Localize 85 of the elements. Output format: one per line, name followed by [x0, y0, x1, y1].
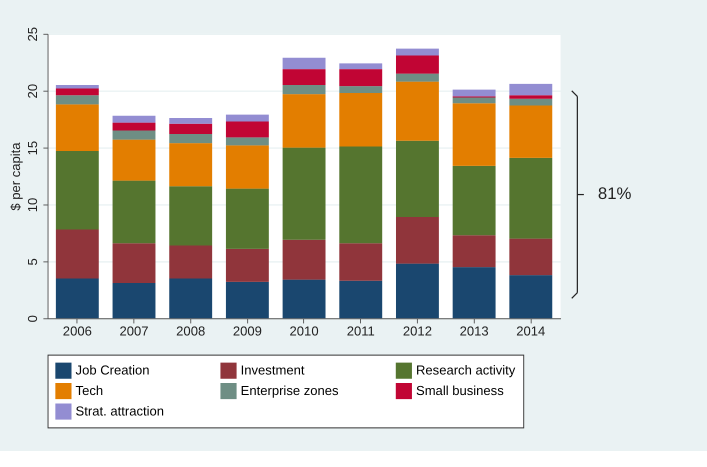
bar: [509, 238, 552, 276]
bar: [226, 145, 269, 189]
bar: [509, 158, 552, 239]
bar: [226, 121, 269, 138]
bar: [396, 140, 439, 218]
bar: [169, 134, 212, 144]
legend-label: Investment: [240, 362, 305, 378]
bar: [226, 282, 269, 318]
bar: [396, 82, 439, 141]
bar: [112, 180, 156, 244]
x-tick-label: 2012: [402, 324, 432, 339]
bar: [282, 94, 326, 148]
x-tick-label: 2006: [62, 324, 92, 339]
bar: [282, 58, 326, 70]
bar: [339, 86, 382, 93]
bar: [56, 278, 99, 318]
x-tick-label: 2007: [119, 324, 149, 339]
bar: [169, 278, 212, 318]
legend-label: Enterprise zones: [240, 382, 340, 398]
bar: [396, 48, 439, 56]
legend-label: Small business: [416, 382, 504, 398]
bar: [226, 188, 269, 249]
bar: [112, 283, 156, 318]
bar: [396, 55, 439, 74]
y-tick-label: 0: [24, 315, 40, 322]
bar: [396, 217, 439, 264]
y-axis-title: $ per capita: [8, 142, 24, 211]
bar: [452, 103, 496, 166]
bar: [169, 124, 212, 134]
bar: [169, 143, 212, 186]
bar: [112, 140, 156, 181]
x-tick-label: 2014: [516, 324, 546, 339]
bar: [339, 69, 382, 86]
bar: [282, 69, 326, 86]
bar: [282, 85, 326, 94]
bar: [112, 243, 156, 284]
legend-label: Tech: [76, 382, 104, 398]
bar: [56, 104, 99, 152]
bar: [56, 230, 99, 278]
bar: [169, 118, 212, 124]
bar: [452, 90, 496, 96]
bar: [509, 106, 552, 158]
bar: [169, 245, 212, 278]
y-tick-label: 10: [24, 198, 40, 212]
bar: [339, 93, 382, 146]
bar: [56, 88, 99, 96]
bar: [452, 166, 496, 236]
bar: [339, 280, 382, 318]
legend-label: Strat. attraction: [76, 403, 164, 418]
bar: [509, 98, 552, 106]
bar: [226, 114, 269, 122]
bar: [339, 243, 382, 281]
bar: [282, 280, 326, 318]
bar: [169, 186, 212, 246]
bar: [396, 264, 439, 318]
y-tick-label: 5: [24, 258, 40, 266]
y-tick-label: 15: [24, 140, 40, 156]
bar: [226, 137, 269, 146]
bar: [56, 151, 99, 230]
bar: [452, 235, 496, 268]
x-tick-label: 2011: [346, 324, 375, 339]
bar: [56, 95, 99, 104]
x-tick-label: 2009: [232, 324, 262, 339]
bar: [396, 74, 439, 82]
bar: [112, 122, 156, 131]
bar: [282, 148, 326, 240]
x-tick-label: 2008: [176, 324, 206, 339]
bar: [339, 63, 382, 70]
legend-label: Research activity: [416, 362, 516, 378]
text: 81%: [598, 184, 632, 204]
bar: [112, 116, 156, 123]
x-tick-label: 2010: [290, 324, 319, 339]
bar: [282, 240, 326, 280]
bar: [452, 98, 496, 104]
bar: [56, 85, 99, 88]
y-tick-label: 25: [24, 27, 40, 42]
bar: [509, 84, 552, 96]
legend-label: Job Creation: [76, 362, 150, 378]
x-tick-label: 2013: [460, 324, 489, 339]
bar: [509, 275, 552, 318]
bar: [452, 267, 496, 318]
bar: [339, 146, 382, 244]
bar: [226, 248, 269, 282]
bar: [112, 130, 156, 140]
y-tick-label: 20: [24, 84, 40, 98]
